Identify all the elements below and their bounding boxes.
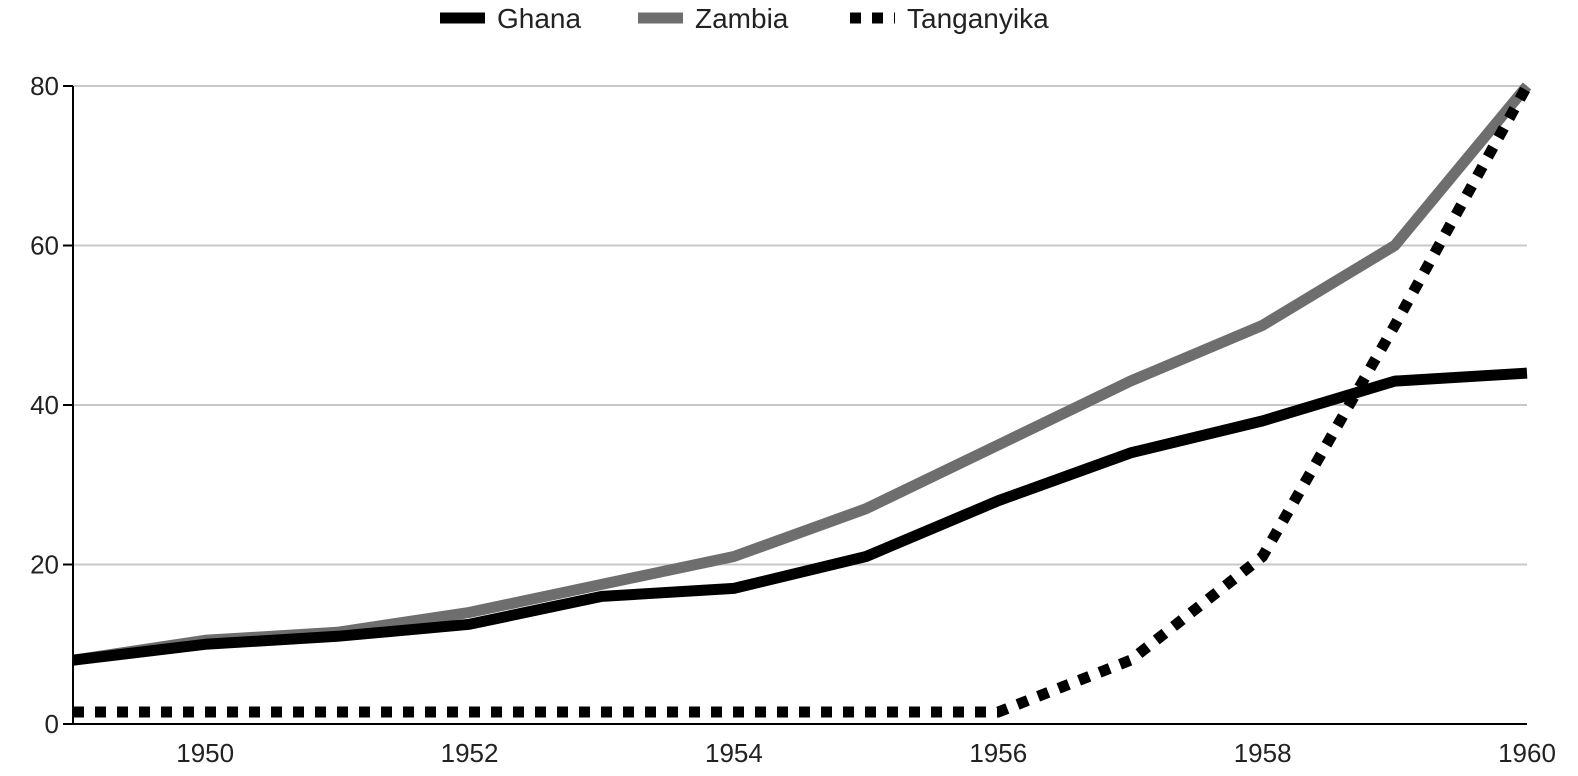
legend-label-ghana: Ghana xyxy=(497,3,581,34)
x-tick-label: 1954 xyxy=(705,738,763,768)
y-tick-label: 20 xyxy=(30,550,59,580)
x-tick-label: 1950 xyxy=(176,738,234,768)
axes xyxy=(63,85,1527,725)
legend-label-zambia: Zambia xyxy=(695,3,789,34)
legend-label-tanganyika: Tanganyika xyxy=(907,3,1049,34)
series-line-ghana xyxy=(72,367,1528,666)
gridlines xyxy=(73,85,1527,566)
series-line-tanganyika xyxy=(73,83,1532,718)
x-tick-label: 1956 xyxy=(969,738,1027,768)
tick-labels: 0 20 40 60 80 1950 1952 1954 1956 1958 1960 xyxy=(30,71,1556,768)
y-tick-label: 80 xyxy=(30,71,59,101)
y-tick-label: 40 xyxy=(30,390,59,420)
legend: Ghana Zambia Tanganyika xyxy=(440,3,1049,34)
y-tick-label: 60 xyxy=(30,231,59,261)
series-lines xyxy=(72,82,1532,718)
x-tick-label: 1952 xyxy=(441,738,499,768)
x-tick-label: 1958 xyxy=(1234,738,1292,768)
y-tick-label: 0 xyxy=(45,709,59,739)
x-tick-label: 1960 xyxy=(1498,738,1556,768)
